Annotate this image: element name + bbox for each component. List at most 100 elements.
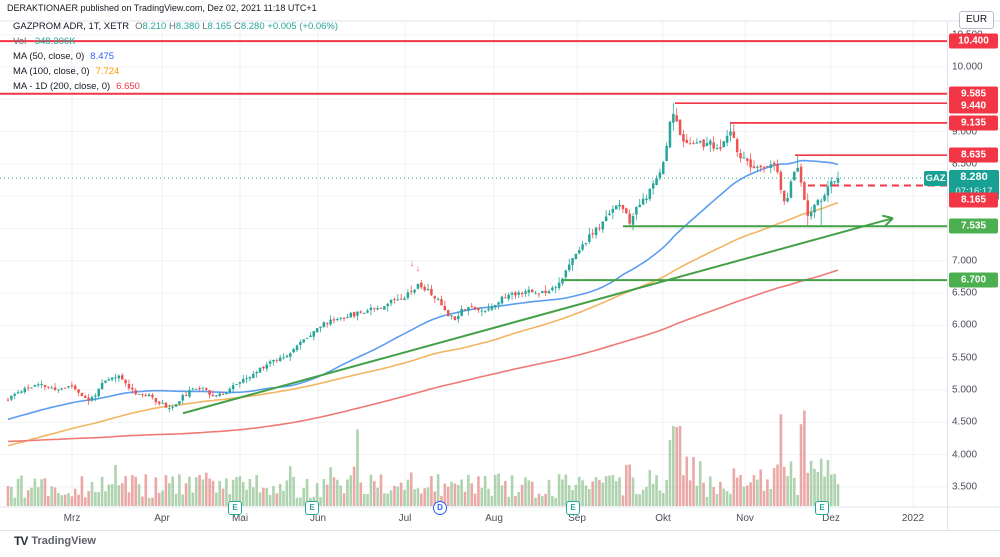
candle-body (26, 387, 30, 389)
volume-bar (349, 475, 353, 506)
time-label-Sep: Sep (568, 513, 586, 524)
symbol-row[interactable]: GAZPROM ADR, 1T, XETR O8.210 H8.380 L8.16… (13, 20, 338, 34)
time-axis[interactable]: Mrz Apr Mai Jun Jul Aug Sep Okt Nov Dez 2022 (0, 507, 947, 530)
volume-bar (292, 476, 295, 506)
candle-body (63, 387, 67, 389)
candle-body (430, 288, 433, 296)
candle-body (594, 227, 598, 236)
ma-legend-row-50[interactable]: MA (50, close, 0) 8.475 (13, 50, 338, 64)
candle-body (366, 310, 369, 313)
candle-body (712, 142, 715, 149)
candle-body (830, 181, 833, 187)
sell-mark-icon: ↓ (410, 258, 415, 268)
candle-body (121, 375, 124, 380)
candle-body (453, 316, 457, 321)
volume-bar (6, 486, 10, 506)
volume-bar (167, 483, 171, 506)
volume-bar (356, 429, 359, 506)
ma-legend-rows: MA (50, close, 0) 8.475 MA (100, close, 0)… (13, 50, 338, 94)
volume-bar (204, 472, 208, 506)
volume-bar (406, 479, 410, 506)
candle-body (648, 188, 652, 200)
candle-body (245, 378, 248, 379)
candle-body (759, 165, 762, 168)
candle-body (369, 307, 373, 311)
candle-body (433, 296, 437, 299)
volume-bar (577, 476, 581, 506)
candle-body (131, 387, 134, 390)
candle-body (107, 379, 111, 381)
volume-bar (463, 491, 467, 506)
ma50-line (7, 159, 839, 421)
earnings-badge[interactable]: E (566, 501, 580, 515)
candle-body (124, 379, 127, 384)
candle-body (309, 335, 312, 338)
candle-body (725, 135, 729, 143)
volume-bar (403, 489, 406, 506)
candle-body (157, 401, 161, 404)
candle-body (420, 282, 423, 288)
candle-body (541, 290, 544, 293)
volume-bar (786, 476, 789, 506)
volume-bar (483, 475, 487, 506)
volume-bar (591, 481, 594, 506)
candle-body (826, 186, 830, 196)
volume-bar (50, 486, 53, 506)
volume-bar (456, 485, 460, 506)
volume-bar (60, 495, 64, 506)
dividend-badge[interactable]: D (433, 501, 447, 515)
candle-body (325, 323, 329, 325)
volume-bar (692, 457, 695, 506)
candle-body (601, 221, 605, 230)
candle-body (578, 250, 581, 254)
candle-body (342, 317, 346, 319)
volume-bar (124, 476, 127, 506)
candle-body (198, 388, 201, 390)
ma-legend-row-200[interactable]: MA - 1D (200, close, 0) 6.650 (13, 80, 338, 94)
volume-bar (157, 492, 161, 506)
tradingview-logo[interactable]: TV TradingView (14, 534, 96, 548)
volume-bar (319, 497, 322, 506)
candle-body (40, 383, 43, 386)
volume-row[interactable]: Vol 348.306K (13, 35, 338, 49)
volume-bar (614, 481, 618, 506)
volume-bar (493, 474, 497, 506)
volume-bar (302, 488, 306, 506)
ma-legend-row-100[interactable]: MA (100, close, 0) 7.724 (13, 65, 338, 79)
sell-mark-icon: ↓ (416, 263, 421, 273)
ohlc-key: O (135, 21, 143, 32)
volume-bar (779, 414, 783, 506)
volume-bar (80, 476, 84, 506)
candle-body (201, 387, 205, 389)
candle-body (225, 392, 228, 395)
candle-body (151, 394, 154, 398)
earnings-badge[interactable]: E (228, 501, 242, 515)
candle-body (171, 407, 174, 409)
volume-bar (409, 472, 413, 506)
candle-body (77, 389, 80, 393)
candle-body (184, 395, 188, 396)
volume-bar (127, 492, 131, 506)
volume-bar (460, 479, 463, 506)
volume-bar (618, 477, 621, 506)
volume-bar (262, 487, 265, 506)
candle-body (194, 388, 198, 390)
earnings-badge[interactable]: E (305, 501, 319, 515)
candle-body (43, 384, 47, 387)
volume-bar (151, 497, 154, 506)
volume-bar (635, 494, 638, 506)
earnings-badge[interactable]: E (815, 501, 829, 515)
ohlc-value: 8.380 (175, 21, 203, 32)
volume-bar (537, 493, 541, 506)
volume-bar (339, 485, 342, 506)
volume-bar (10, 486, 13, 506)
volume-bar (772, 468, 776, 506)
volume-bar (275, 493, 279, 506)
volume-bar (184, 483, 188, 506)
volume-bar (285, 480, 289, 506)
volume-bar (131, 475, 134, 506)
candle-body (178, 401, 181, 405)
ohlc-value: 8.210 (142, 21, 169, 32)
volume-bar (369, 474, 373, 506)
